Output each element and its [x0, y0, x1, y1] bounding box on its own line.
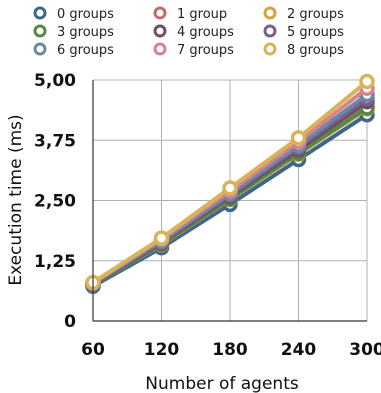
legend-item: 5 groups: [263, 24, 344, 40]
legend-label: 6 groups: [57, 43, 114, 58]
legend-item: 8 groups: [263, 42, 344, 58]
legend-item: 2 groups: [263, 6, 344, 22]
legend-marker: [153, 6, 167, 20]
series-layer: [85, 73, 375, 295]
legend-item: 4 groups: [153, 24, 234, 40]
legend-marker: [153, 24, 167, 38]
legend-label: 1 group: [177, 7, 227, 22]
axes: [92, 80, 367, 322]
y-tick-label: 0: [64, 312, 76, 332]
legend-item: 1 group: [153, 6, 227, 22]
y-tick-label: 3,75: [34, 131, 76, 151]
legend-marker: [33, 42, 47, 56]
x-tick-label: 240: [281, 340, 317, 360]
x-tick-label: 180: [212, 340, 248, 360]
tick-labels: 0 1,25 2,50 3,75 5,00 60 120 180 240 300: [34, 71, 381, 360]
y-tick-label: 1,25: [34, 252, 76, 272]
x-axis-label: Number of agents: [145, 374, 299, 393]
legend-marker: [33, 24, 47, 38]
legend-item: 6 groups: [33, 42, 114, 58]
legend-marker: [33, 6, 47, 20]
series-group: [85, 73, 375, 291]
x-tick-label: 120: [144, 340, 180, 360]
x-tick-label: 300: [349, 340, 381, 360]
legend-marker: [263, 6, 277, 20]
y-axis-label: Execution time (ms): [6, 114, 26, 285]
data-point: [290, 130, 307, 146]
y-tick-label: 5,00: [34, 71, 76, 91]
legend: 0 groups 1 group 2 groups 3 groups 4 groups 5…: [33, 6, 344, 58]
legend-item: 3 groups: [33, 24, 114, 40]
legend-item: 0 groups: [33, 6, 114, 22]
legend-marker: [153, 42, 167, 56]
x-tick-label: 60: [81, 340, 105, 360]
legend-marker: [263, 42, 277, 56]
legend-label: 8 groups: [287, 43, 344, 58]
legend-marker: [263, 24, 277, 38]
legend-label: 7 groups: [177, 43, 234, 58]
legend-label: 3 groups: [57, 25, 114, 40]
data-point: [222, 180, 238, 196]
y-tick-label: 2,50: [34, 192, 76, 212]
legend-label: 2 groups: [287, 7, 344, 22]
legend-label: 0 groups: [57, 7, 114, 22]
legend-item: 7 groups: [153, 42, 234, 58]
data-point: [153, 230, 170, 246]
legend-label: 5 groups: [287, 25, 344, 40]
data-point: [359, 73, 375, 90]
legend-label: 4 groups: [177, 25, 234, 40]
